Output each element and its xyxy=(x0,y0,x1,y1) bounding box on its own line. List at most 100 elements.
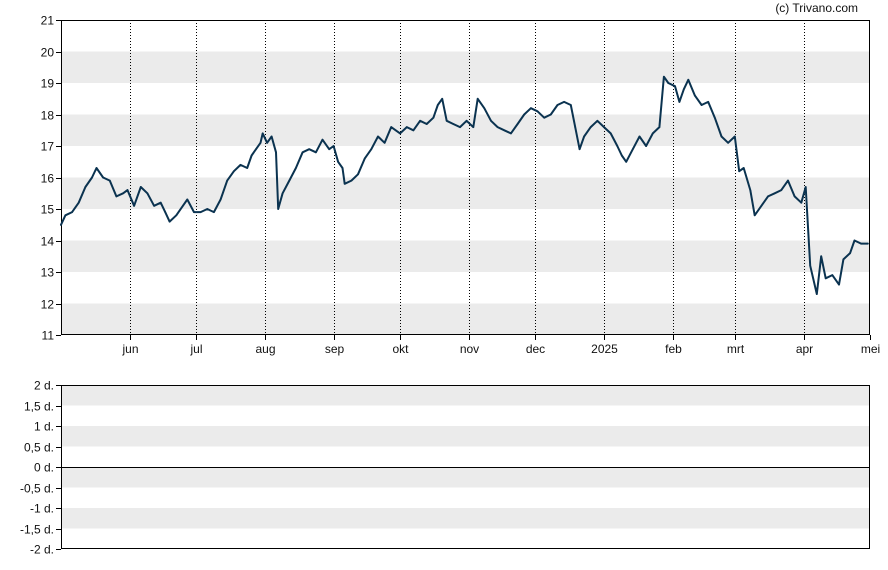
price-point-120 xyxy=(767,195,769,198)
price-point-20 xyxy=(182,205,184,207)
price-point-64 xyxy=(432,116,435,119)
price-point-105 xyxy=(678,101,681,103)
price-point-47 xyxy=(332,145,335,147)
sub-chart-frame xyxy=(61,385,870,549)
price-point-89 xyxy=(583,135,585,138)
price-point-32 xyxy=(255,148,257,150)
x-tick-label-mei: mei xyxy=(861,342,880,356)
price-point-109 xyxy=(700,104,703,106)
price-point-46 xyxy=(328,148,331,150)
price-point-106 xyxy=(683,88,685,91)
sub-band-0 xyxy=(61,385,870,406)
price-point-31 xyxy=(250,154,253,157)
price-point-121 xyxy=(773,192,776,195)
price-point-16 xyxy=(159,201,162,204)
main-chart-price-line xyxy=(60,75,869,295)
price-point-43 xyxy=(308,148,311,150)
price-point-119 xyxy=(760,205,763,207)
price-point-104 xyxy=(674,85,676,87)
price-point-36 xyxy=(270,135,273,138)
price-point-101 xyxy=(658,126,661,128)
band-19-20 xyxy=(61,51,870,83)
price-point-132 xyxy=(838,283,840,286)
price-point-42 xyxy=(301,151,304,154)
sub-y-tick-label-7: -1,5 d. xyxy=(20,523,54,537)
price-point-131 xyxy=(831,274,834,276)
price-point-77 xyxy=(510,132,512,135)
sub-y-tick-label-0: 2 d. xyxy=(34,379,54,393)
price-point-114 xyxy=(734,135,736,138)
price-point-125 xyxy=(800,201,803,204)
price-point-10 xyxy=(122,192,124,195)
price-point-78 xyxy=(516,123,519,125)
price-point-94 xyxy=(616,145,619,147)
x-tick-label-mrt: mrt xyxy=(727,342,745,356)
main-chart-bands xyxy=(61,51,870,335)
price-point-136 xyxy=(860,242,862,245)
price-point-34 xyxy=(261,132,264,135)
price-point-135 xyxy=(853,239,856,242)
price-point-52 xyxy=(357,173,359,176)
sub-y-tick-label-6: -1 d. xyxy=(30,502,54,516)
price-point-38 xyxy=(277,208,280,210)
price-point-25 xyxy=(213,211,215,213)
price-point-6 xyxy=(95,167,98,169)
x-tick-label-jun: jun xyxy=(121,342,138,356)
price-point-127 xyxy=(809,264,811,267)
price-point-126 xyxy=(804,186,807,188)
price-point-17 xyxy=(164,211,166,213)
price-point-97 xyxy=(632,148,634,150)
price-point-50 xyxy=(343,183,346,185)
price-point-63 xyxy=(425,123,428,125)
price-point-55 xyxy=(377,135,379,138)
price-point-18 xyxy=(168,220,171,223)
price-point-107 xyxy=(687,79,690,81)
x-tick-label-2025: 2025 xyxy=(591,342,618,356)
price-point-40 xyxy=(288,179,291,182)
sub-band-6 xyxy=(61,508,870,529)
y-tick-label-18: 18 xyxy=(41,109,55,123)
price-point-61 xyxy=(412,129,415,132)
y-tick-label-19: 19 xyxy=(41,77,55,91)
price-point-85 xyxy=(563,101,565,103)
price-point-37 xyxy=(275,151,277,154)
price-point-111 xyxy=(714,116,716,119)
x-tick-label-aug: aug xyxy=(255,342,275,356)
price-point-96 xyxy=(625,161,627,163)
price-point-98 xyxy=(638,135,641,138)
price-point-19 xyxy=(175,214,178,217)
price-point-130 xyxy=(824,277,827,280)
price-point-92 xyxy=(603,126,605,128)
price-point-137 xyxy=(867,242,869,245)
price-point-69 xyxy=(459,126,461,128)
price-point-7 xyxy=(102,176,104,179)
price-point-122 xyxy=(780,189,783,191)
sub-band-2 xyxy=(61,426,870,447)
price-point-74 xyxy=(490,120,492,122)
band-17-18 xyxy=(61,114,870,146)
price-point-23 xyxy=(199,211,202,213)
price-point-39 xyxy=(281,192,284,195)
credit-text[interactable]: (c) Trivano.com xyxy=(775,1,858,15)
y-tick-label-17: 17 xyxy=(41,140,55,154)
price-point-113 xyxy=(727,142,729,144)
price-point-22 xyxy=(193,211,195,213)
x-tick-label-okt: okt xyxy=(392,342,409,356)
sub-y-tick-label-1: 1,5 d. xyxy=(24,400,54,414)
price-point-129 xyxy=(820,255,822,258)
price-point-118 xyxy=(753,214,756,217)
price-point-8 xyxy=(109,179,111,182)
price-point-53 xyxy=(363,157,366,160)
price-point-123 xyxy=(787,179,789,182)
y-tick-label-21: 21 xyxy=(41,14,55,28)
price-point-1 xyxy=(64,214,67,217)
price-point-103 xyxy=(667,82,670,84)
price-point-30 xyxy=(246,167,248,169)
price-point-73 xyxy=(483,107,486,109)
price-point-87 xyxy=(574,126,576,128)
y-tick-label-13: 13 xyxy=(41,266,55,280)
price-point-33 xyxy=(259,142,262,144)
sub-y-tick-label-8: -2 d. xyxy=(30,543,54,557)
price-point-24 xyxy=(206,208,209,210)
price-point-28 xyxy=(233,170,235,172)
